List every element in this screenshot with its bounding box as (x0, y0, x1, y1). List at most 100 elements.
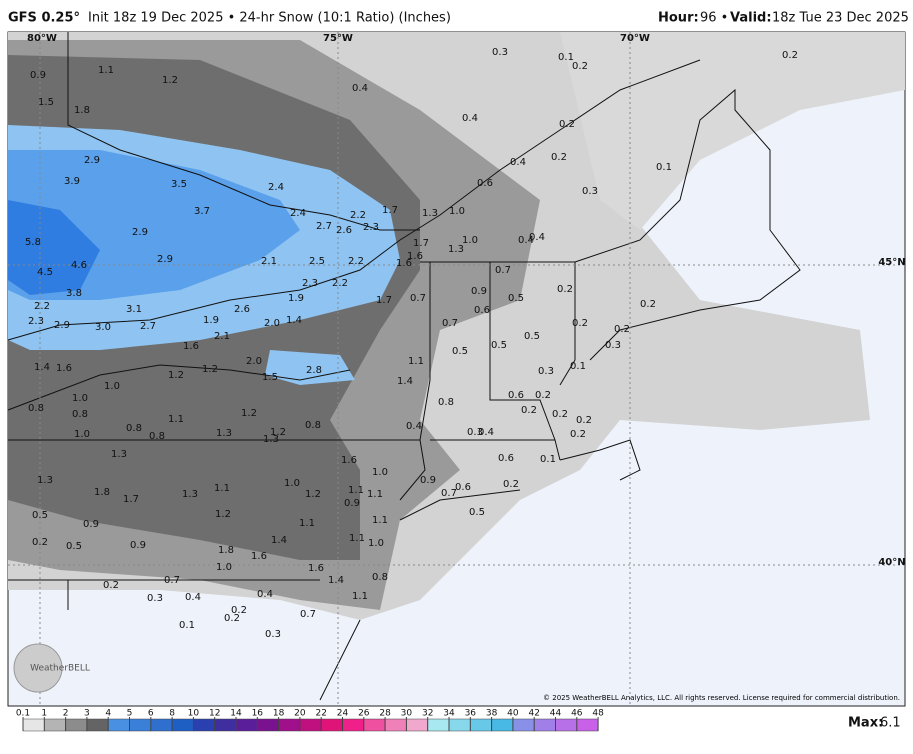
snow-amount-label: 2.9 (54, 320, 70, 331)
snow-amount-label: 0.8 (72, 409, 88, 420)
snow-amount-label: 1.1 (214, 483, 230, 494)
snow-amount-label: 1.1 (348, 485, 364, 496)
snow-amount-label: 0.7 (300, 609, 316, 620)
snow-amount-label: 0.4 (510, 157, 526, 168)
colorbar-tick-label: 2 (63, 709, 69, 719)
max-label: Max: (848, 716, 883, 731)
snow-amount-label: 2.0 (264, 318, 280, 329)
colorbar-swatch (257, 718, 279, 732)
snow-amount-label: 2.2 (34, 301, 50, 312)
max-value: 6.1 (880, 716, 901, 731)
colorbar-tick-label: 42 (528, 709, 539, 719)
snow-amount-label: 0.4 (478, 427, 494, 438)
snow-amount-label: 1.3 (263, 434, 279, 445)
model: GFS 0.25° (8, 11, 80, 26)
snow-amount-label: 4.5 (37, 267, 53, 278)
snow-amount-label: 0.8 (305, 420, 321, 431)
colorbar-swatch (533, 718, 556, 732)
colorbar-swatch (278, 718, 301, 732)
colorbar-swatch (470, 718, 492, 732)
snow-amount-label: 1.6 (407, 251, 423, 262)
colorbar-swatch (171, 718, 194, 732)
snow-amount-label: 1.5 (262, 372, 278, 383)
snow-amount-label: 2.1 (261, 256, 277, 267)
snow-amount-label: 0.7 (495, 265, 511, 276)
snow-amount-label: 1.3 (422, 208, 438, 219)
colorbar-tick-label: 8 (169, 709, 175, 719)
snow-amount-label: 0.6 (455, 482, 471, 493)
colorbar-tick-label: 5 (127, 709, 133, 719)
snow-amount-label: 0.7 (441, 488, 457, 499)
snow-amount-label: 0.6 (474, 305, 490, 316)
grid-label: 80°W (27, 33, 57, 44)
snow-amount-label: 0.9 (344, 498, 360, 509)
snow-amount-label: 1.1 (98, 65, 114, 76)
snow-amount-label: 2.7 (140, 321, 156, 332)
snow-amount-label: 0.2 (572, 318, 588, 329)
snow-amount-label: 1.7 (376, 295, 392, 306)
snow-amount-label: 0.5 (469, 507, 485, 518)
colorbar-swatch (107, 718, 130, 732)
snow-amount-label: 2.3 (302, 278, 318, 289)
snow-amount-label: 2.0 (246, 356, 262, 367)
snow-amount-label: 0.3 (467, 427, 483, 438)
snow-amount-label: 0.1 (179, 620, 195, 631)
snow-amount-label: 0.6 (498, 453, 514, 464)
snow-amount-label: 1.0 (372, 467, 388, 478)
colorbar-swatch (363, 718, 386, 732)
snow-amount-label: 3.0 (95, 322, 111, 333)
snow-amount-label: 2.4 (290, 208, 306, 219)
colorbar-swatch (235, 718, 258, 732)
snow-amount-label: 1.4 (271, 535, 287, 546)
colorbar-tick-label: 30 (401, 709, 413, 719)
snow-amount-label: 0.3 (265, 629, 281, 640)
map-labels: 0.9 1.11.20.40.3 0.10.20.21.51.80.40.22.9 0… (25, 47, 798, 640)
snow-amount-label: 1.3 (37, 475, 53, 486)
snow-amount-label: 1.1 (299, 518, 315, 529)
colorbar-tick-label: 10 (188, 709, 200, 719)
borders (7, 32, 801, 701)
snow-amount-label: 0.1 (540, 454, 556, 465)
colorbar-swatch (86, 718, 109, 732)
snow-amount-label: 2.7 (316, 221, 332, 232)
state-border (489, 262, 561, 461)
snow-amount-label: 3.1 (126, 304, 142, 315)
colorbar-swatch (512, 718, 535, 732)
snow-amount-label: 1.7 (413, 238, 429, 249)
snow-amount-label: 0.6 (508, 390, 524, 401)
snow-amount-label: 1.0 (284, 478, 300, 489)
colorbar-tick-label: 3 (84, 709, 90, 719)
snow-amount-label: 0.4 (406, 421, 422, 432)
snow-amount-label: 1.1 (408, 356, 424, 367)
colorbar-tick-label: 16 (252, 709, 264, 719)
snow-amount-label: 1.4 (397, 376, 413, 387)
colorbar-tick-label: 4 (105, 709, 111, 719)
snow-amount-label: 1.3 (182, 489, 198, 500)
snow-amount-label: 2.1 (214, 331, 230, 342)
snow-amount-label: 1.0 (74, 429, 90, 440)
colorbar-swatch (320, 718, 343, 732)
valid: 18z Tue 23 Dec 2025 (772, 11, 909, 26)
colorbar: 0.1 1 2 3 4 5 6 8 10 12 14 16 18 20 22 24 26 28 30 32 34 36 38… (16, 709, 604, 732)
snow-amount-label: 1.7 (382, 205, 398, 216)
snow-amount-label: 2.9 (157, 254, 173, 265)
snow-amount-label: 0.2 (103, 580, 119, 591)
snow-amount-label: 0.2 (224, 613, 240, 624)
snow-amount-label: 2.6 (234, 304, 250, 315)
snow-amount-label: 5.8 (25, 237, 41, 248)
snow-amount-label: 0.9 (83, 519, 99, 530)
snow-amount-label: 1.2 (305, 489, 321, 500)
snow-amount-label: 0.9 (471, 286, 487, 297)
snow-amount-label: 2.9 (132, 227, 148, 238)
snow-amount-label: 0.4 (462, 113, 478, 124)
snow-amount-label: 1.2 (202, 364, 218, 375)
colorbar-tick-label: 18 (273, 709, 285, 719)
snow-amount-label: 3.9 (64, 176, 80, 187)
colorbar-tick-label: 32 (422, 709, 433, 719)
snow-amount-label: 2.9 (84, 155, 100, 166)
logo: WeatherBELL (30, 664, 90, 674)
snow-amount-label: 0.4 (257, 589, 273, 600)
snow-amount-label: 2.2 (332, 278, 348, 289)
snow-amount-label: 1.0 (216, 562, 232, 573)
snow-amount-label: 0.8 (372, 572, 388, 583)
